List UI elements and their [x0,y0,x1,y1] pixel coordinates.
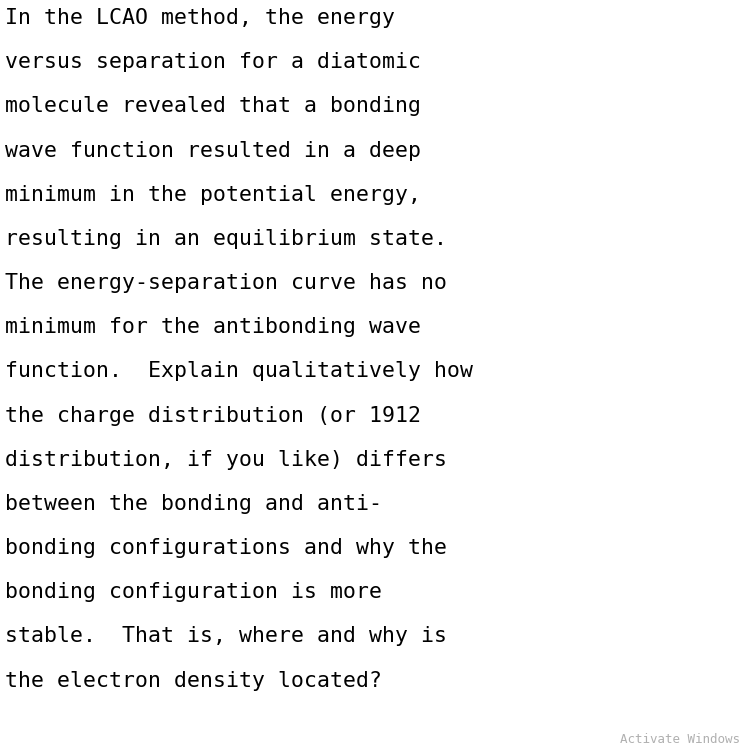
Text: versus separation for a diatomic: versus separation for a diatomic [5,52,421,72]
Text: between the bonding and anti-: between the bonding and anti- [5,494,382,514]
Text: the charge distribution (or 1912: the charge distribution (or 1912 [5,405,421,426]
Text: minimum in the potential energy,: minimum in the potential energy, [5,185,421,205]
Text: distribution, if you like) differs: distribution, if you like) differs [5,450,447,470]
Text: resulting in an equilibrium state.: resulting in an equilibrium state. [5,229,447,249]
Text: molecule revealed that a bonding: molecule revealed that a bonding [5,97,421,116]
Text: stable.  That is, where and why is: stable. That is, where and why is [5,627,447,646]
Text: bonding configurations and why the: bonding configurations and why the [5,538,447,558]
Text: the electron density located?: the electron density located? [5,670,382,691]
Text: Activate Windows: Activate Windows [619,733,740,746]
Text: In the LCAO method, the energy: In the LCAO method, the energy [5,8,395,28]
Text: bonding configuration is more: bonding configuration is more [5,582,382,602]
Text: wave function resulted in a deep: wave function resulted in a deep [5,140,421,161]
Text: The energy-separation curve has no: The energy-separation curve has no [5,273,447,293]
Text: function.  Explain qualitatively how: function. Explain qualitatively how [5,362,473,381]
Text: minimum for the antibonding wave: minimum for the antibonding wave [5,317,421,337]
